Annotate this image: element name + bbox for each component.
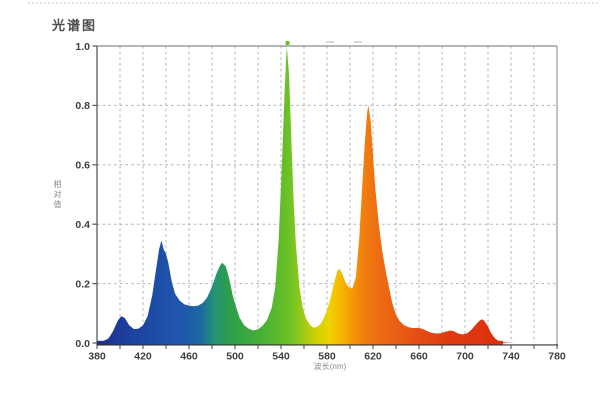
x-tick-label: 380 — [88, 351, 106, 363]
x-tick-label: 780 — [548, 351, 566, 363]
x-tick-label: 620 — [364, 351, 382, 363]
x-tick-label: 700 — [456, 351, 474, 363]
y-axis-title: 相对值 — [53, 180, 62, 210]
x-axis-line — [97, 344, 558, 346]
faint-annotation-mark — [354, 41, 362, 43]
x-tick-label: 740 — [502, 351, 520, 363]
y-tick-label: 0.6 — [75, 160, 90, 172]
y-tick-label: 0.8 — [75, 100, 90, 112]
x-tick-label: 540 — [272, 351, 290, 363]
y-tick-label: 0.2 — [75, 278, 90, 290]
x-tick-label: 460 — [180, 351, 198, 363]
x-tick-label: 660 — [410, 351, 428, 363]
top-border-decoration — [28, 2, 598, 4]
x-tick-label: 500 — [226, 351, 244, 363]
y-tick-label: 0.4 — [75, 219, 90, 231]
x-axis-title: 波长(nm) — [313, 362, 347, 371]
x-tick-label: 580 — [318, 351, 336, 363]
x-axis-spectrum-strip — [97, 340, 503, 346]
faint-annotation-mark — [326, 41, 334, 43]
x-tick-label: 420 — [134, 351, 152, 363]
y-tick-label: 1.0 — [75, 41, 90, 53]
peak-tip-mark — [285, 41, 290, 45]
chart-title: 光谱图 — [52, 18, 98, 33]
y-tick-label: 0.0 — [75, 338, 90, 350]
